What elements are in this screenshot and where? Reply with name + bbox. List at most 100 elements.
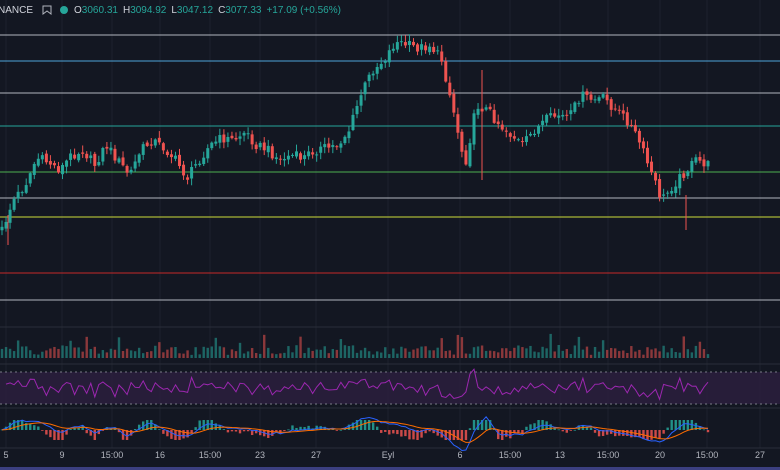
candle-body — [89, 155, 93, 159]
candle-body — [101, 147, 105, 162]
macd-histogram-bar — [626, 430, 629, 436]
macd-histogram-bar — [162, 430, 165, 434]
candle-body — [609, 99, 613, 110]
candle-body — [282, 158, 286, 161]
candle — [537, 124, 541, 137]
candle — [24, 178, 28, 195]
volume-bar — [388, 354, 391, 358]
volume-bar — [25, 346, 28, 358]
candle-body — [650, 161, 654, 173]
volume-bar — [484, 350, 488, 358]
volume-bar — [541, 346, 544, 358]
rsi-pane — [0, 368, 780, 405]
candle — [20, 190, 24, 197]
candle — [319, 141, 323, 160]
candle-body — [496, 121, 500, 125]
macd-histogram-bar — [448, 430, 452, 440]
volume-bar — [432, 350, 435, 358]
candle-body — [706, 161, 710, 167]
candle-body — [8, 209, 12, 223]
candle — [311, 148, 315, 159]
macd-histogram-bar — [230, 430, 234, 432]
macd-histogram-bar — [537, 420, 540, 430]
macd-histogram-bar — [65, 430, 68, 435]
volume-bar — [601, 340, 605, 358]
candle — [500, 120, 504, 132]
time-axis-label: 6 — [457, 450, 462, 460]
candle — [524, 129, 528, 146]
flag-icon[interactable] — [42, 5, 52, 15]
volume-bar — [133, 351, 137, 358]
candle — [198, 160, 202, 167]
volume-bar — [472, 347, 476, 358]
volume-bar — [480, 345, 484, 358]
candle — [436, 45, 440, 55]
macd-histogram-bar — [125, 430, 129, 440]
candle-body — [230, 135, 234, 139]
volume-bar — [380, 352, 383, 358]
candle-body — [194, 164, 198, 166]
candle — [641, 137, 645, 154]
volume-bar — [33, 354, 36, 358]
candle-body — [383, 61, 387, 63]
candle-body — [343, 136, 347, 144]
volume-bar — [630, 346, 633, 358]
candle — [387, 44, 391, 68]
volume-bar — [678, 352, 681, 358]
macd-histogram-bar — [525, 426, 528, 430]
volume-bar — [363, 347, 367, 358]
macd-histogram-bar — [299, 426, 302, 430]
rsi-line — [5, 368, 709, 401]
macd-histogram-bar — [549, 424, 552, 430]
candle — [379, 57, 383, 71]
macd-histogram-bar — [355, 420, 359, 430]
macd-histogram-bar — [117, 430, 121, 433]
macd-histogram-bar — [424, 430, 427, 434]
macd-histogram-bar — [392, 430, 395, 434]
volume-bar — [488, 350, 492, 358]
volume-bar — [0, 348, 4, 358]
macd-histogram-bar — [452, 430, 456, 440]
volume-bar — [351, 345, 355, 358]
time-axis-label: 15:00 — [499, 450, 522, 460]
candle — [666, 190, 670, 199]
macd-histogram-bar — [488, 420, 492, 430]
macd-histogram-bar — [77, 427, 80, 430]
time-axis-label: 23 — [255, 450, 265, 460]
candle-body — [331, 145, 335, 148]
macd-histogram-bar — [73, 427, 76, 430]
volume-bar — [275, 354, 278, 358]
time-axis: 5 9 15:00 16 15:00 23 27 Eyl 6 15:00 13 15:00 20 15:0… — [3, 450, 765, 460]
candle-body — [351, 114, 355, 131]
scroll-thumb[interactable] — [0, 467, 780, 470]
macd-histogram-bar — [45, 430, 48, 435]
candle — [383, 59, 387, 68]
volume-bar — [77, 347, 80, 358]
candle — [573, 101, 577, 114]
candle-body — [399, 41, 403, 43]
candle-body — [206, 148, 210, 159]
volume-bar — [109, 348, 113, 358]
candle — [637, 128, 641, 149]
close-value: 3077.33 — [225, 4, 262, 16]
candle — [605, 87, 609, 105]
candle-body — [355, 105, 359, 115]
volume-bar — [456, 334, 460, 358]
candle — [520, 137, 524, 147]
macd-histogram-bar — [190, 430, 193, 434]
volume-bar — [682, 336, 685, 358]
candle-body — [137, 154, 141, 163]
candle — [508, 131, 512, 142]
candle-body — [516, 139, 520, 141]
volume-bar — [694, 345, 698, 358]
macd-histogram-bar — [234, 430, 238, 432]
candle — [327, 137, 331, 153]
bottom-scrollbar[interactable] — [0, 467, 780, 470]
volume-bar — [121, 350, 125, 358]
candle-body — [32, 163, 36, 175]
candle-body — [645, 147, 649, 164]
candle-body — [307, 151, 311, 157]
candle — [137, 153, 141, 167]
